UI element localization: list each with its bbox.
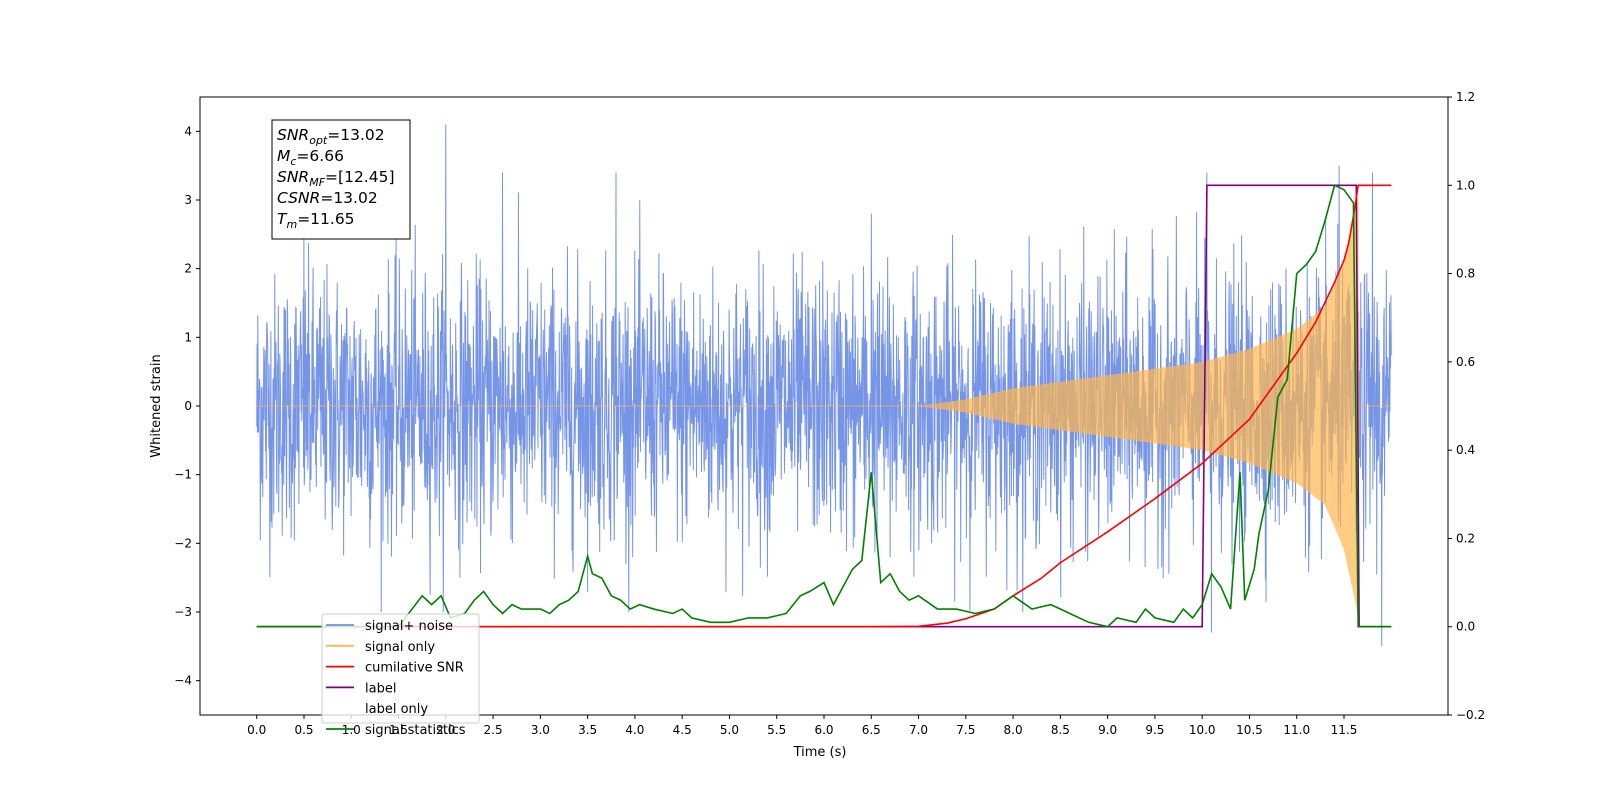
x-tick-label: 2.5 bbox=[484, 723, 503, 737]
legend-frame bbox=[321, 613, 480, 724]
y-tick-label: 3 bbox=[184, 193, 192, 207]
x-tick-label: 3.5 bbox=[578, 723, 597, 737]
annotation-line: Tm=11.65 bbox=[277, 210, 355, 231]
y-tick-label: 2 bbox=[184, 262, 192, 276]
y2-tick-label: 1.2 bbox=[1456, 90, 1475, 104]
x-tick-label: 4.0 bbox=[625, 723, 644, 737]
legend-label: signal only bbox=[365, 640, 435, 655]
legend-label: signal statistics bbox=[365, 723, 466, 738]
x-tick-label: 1.0 bbox=[342, 723, 361, 737]
y2-tick-label: 0.0 bbox=[1456, 620, 1475, 634]
annotation-line: Mc=6.66 bbox=[277, 147, 344, 168]
x-tick-label: 4.5 bbox=[673, 723, 692, 737]
x-tick-label: 9.0 bbox=[1098, 723, 1117, 737]
x-tick-label: 3.0 bbox=[531, 723, 550, 737]
y-tick-label: −1 bbox=[174, 468, 192, 482]
x-tick-label: 7.0 bbox=[909, 723, 928, 737]
x-tick-label: 8.5 bbox=[1051, 723, 1070, 737]
annotation-line: SNRopt=13.02 bbox=[277, 126, 385, 147]
series-signal-statistics bbox=[256, 184, 1392, 628]
x-tick-label: 11.0 bbox=[1283, 723, 1310, 737]
x-tick-label: 5.5 bbox=[767, 723, 786, 737]
y-axis-label: Whitened strain bbox=[149, 354, 164, 457]
x-tick-label: 2.0 bbox=[436, 723, 455, 737]
stats-annotation-box: SNRopt=13.02Mc=6.66SNRMF=[12.45]CSNR=13.… bbox=[271, 119, 411, 240]
x-tick-label: 7.5 bbox=[956, 723, 975, 737]
y-tick-label: −3 bbox=[174, 605, 192, 619]
plot-area bbox=[256, 124, 1392, 647]
x-tick-label: 1.5 bbox=[389, 723, 408, 737]
y2-tick-label: 0.8 bbox=[1456, 267, 1475, 281]
annotation-line: CSNR=13.02 bbox=[277, 189, 378, 207]
y-tick-label: 4 bbox=[184, 124, 192, 138]
legend-label: cumilative SNR bbox=[365, 661, 464, 676]
x-tick-label: 6.0 bbox=[814, 723, 833, 737]
y2-tick-label: −0.2 bbox=[1456, 708, 1485, 722]
x-tick-label: 5.0 bbox=[720, 723, 739, 737]
y-tick-label: −2 bbox=[174, 536, 192, 550]
y-tick-label: 1 bbox=[184, 330, 192, 344]
legend: signal+ noise signal only cumilative SNR la… bbox=[321, 613, 480, 738]
y-tick-label: −4 bbox=[174, 674, 192, 688]
x-tick-label: 6.5 bbox=[862, 723, 881, 737]
series-cumilative-snr bbox=[256, 184, 1392, 628]
annotation-frame bbox=[271, 119, 411, 240]
legend-label: label bbox=[365, 681, 396, 696]
x-tick-label: 0.0 bbox=[247, 723, 266, 737]
legend-label: signal+ noise bbox=[365, 619, 453, 634]
x-axis: 0.0 0.5 1.0 1.5 2.0 2.5 3.0 3.5 4.0 4.5 5.0 5.5 6.0 6… bbox=[247, 715, 1357, 737]
y2-tick-label: 0.6 bbox=[1456, 355, 1475, 369]
annotation-line: SNRMF=[12.45] bbox=[277, 168, 395, 189]
y-axis-left: −4 −3 −2 −1 0 1 2 3 4 bbox=[174, 124, 200, 688]
x-tick-label: 10.5 bbox=[1236, 723, 1263, 737]
y-tick-label: 0 bbox=[184, 399, 192, 413]
y-axis-right: −0.2 0.0 0.2 0.4 0.6 0.8 1.0 1.2 bbox=[1448, 90, 1485, 722]
x-axis-label: Time (s) bbox=[793, 745, 847, 760]
series-signal-only bbox=[256, 197, 1392, 613]
x-tick-label: 11.5 bbox=[1331, 723, 1358, 737]
y2-tick-label: 0.4 bbox=[1456, 443, 1475, 457]
y2-tick-label: 0.2 bbox=[1456, 531, 1475, 545]
x-tick-label: 10.0 bbox=[1189, 723, 1216, 737]
legend-label: label only bbox=[365, 702, 428, 717]
x-tick-label: 0.5 bbox=[294, 723, 313, 737]
x-tick-label: 8.0 bbox=[1004, 723, 1023, 737]
y2-tick-label: 1.0 bbox=[1456, 178, 1475, 192]
x-tick-label: 9.5 bbox=[1145, 723, 1164, 737]
